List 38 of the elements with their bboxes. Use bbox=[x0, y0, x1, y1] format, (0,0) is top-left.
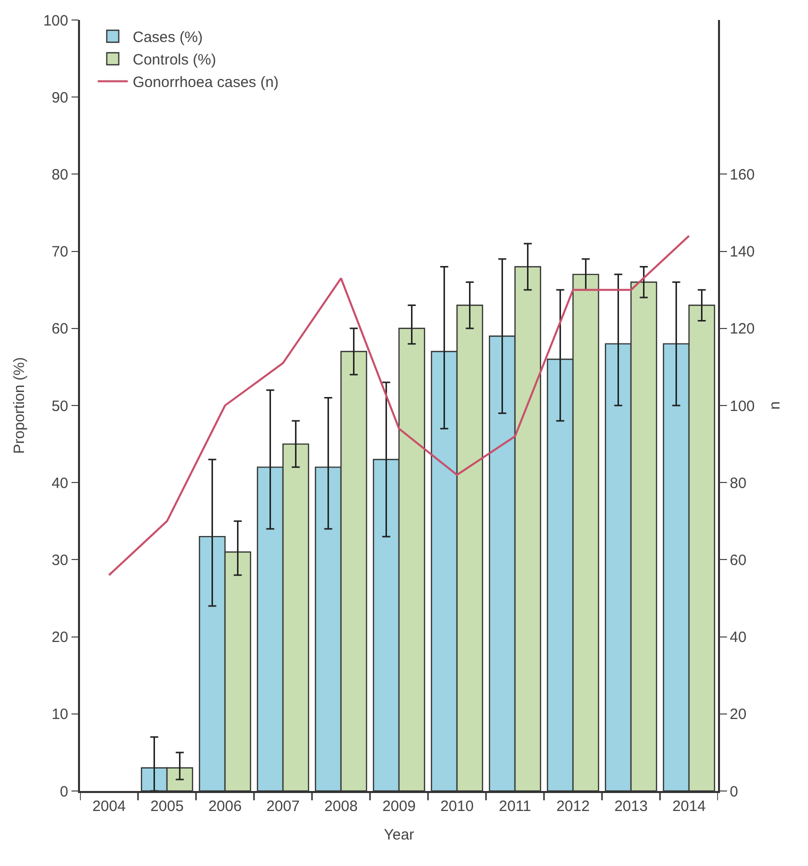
y-tick-label: 0 bbox=[60, 783, 68, 800]
y-tick-label: 100 bbox=[43, 12, 68, 30]
y-tick-label: 90 bbox=[52, 89, 68, 106]
x-tick-label: 2008 bbox=[324, 798, 358, 815]
legend-label: Gonorrhoea cases (n) bbox=[132, 74, 279, 92]
y-tick-label: 50 bbox=[52, 398, 68, 415]
y2-tick-label: 120 bbox=[730, 320, 755, 338]
y-tick-label: 60 bbox=[52, 320, 68, 338]
legend-label: Cases (%) bbox=[132, 29, 203, 46]
x-tick-label: 2009 bbox=[382, 798, 416, 815]
x-tick-label: 2012 bbox=[556, 798, 590, 815]
x-tick-label: 2011 bbox=[498, 798, 532, 815]
x-tick-label: 2013 bbox=[614, 798, 648, 815]
y2-tick-label: 0 bbox=[730, 783, 738, 800]
y-axis-title: Proportion (%) bbox=[10, 357, 28, 454]
y2-tick-label: 140 bbox=[730, 244, 755, 261]
y-tick-label: 30 bbox=[52, 552, 68, 569]
y2-tick-label: 60 bbox=[730, 552, 746, 569]
x-tick-label: 2006 bbox=[208, 798, 242, 815]
x-tick-label: 2004 bbox=[92, 798, 126, 815]
y2-tick-label: 160 bbox=[730, 166, 755, 184]
y2-tick-label: 40 bbox=[730, 629, 746, 646]
y2-tick-label: 20 bbox=[730, 706, 746, 724]
y2-tick-label: 100 bbox=[730, 398, 755, 415]
x-tick-label: 2010 bbox=[440, 798, 474, 815]
y-tick-label: 10 bbox=[52, 706, 68, 724]
x-axis-title: Year bbox=[384, 826, 414, 844]
x-tick-label: 2005 bbox=[150, 798, 184, 815]
y-tick-label: 40 bbox=[52, 474, 68, 492]
y2-axis-title: n bbox=[766, 401, 784, 410]
y-tick-label: 80 bbox=[52, 166, 68, 184]
y-tick-label: 70 bbox=[52, 244, 68, 261]
line-series bbox=[108, 234, 690, 576]
x-tick-label: 2007 bbox=[266, 798, 300, 815]
x-tick-label: 2014 bbox=[672, 798, 706, 815]
y-tick-label: 20 bbox=[52, 629, 68, 646]
legend-label: Controls (%) bbox=[132, 52, 216, 69]
y2-tick-label: 80 bbox=[730, 474, 746, 492]
